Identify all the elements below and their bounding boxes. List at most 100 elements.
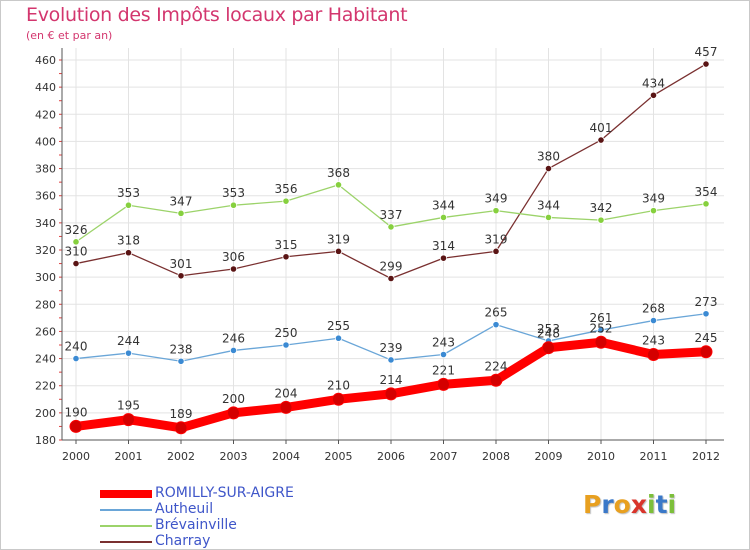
- grid-lines: [62, 48, 724, 441]
- data-point: [229, 265, 238, 273]
- data-label: 319: [327, 232, 350, 246]
- data-label: 210: [327, 378, 350, 392]
- y-tick-label: 360: [35, 190, 56, 203]
- data-label: 195: [117, 399, 140, 413]
- legend-item: Charray: [100, 533, 400, 550]
- data-label: 250: [275, 326, 298, 340]
- legend-swatch: [100, 541, 152, 543]
- y-tick-label: 380: [35, 163, 56, 176]
- data-point: [177, 209, 185, 217]
- data-label: 190: [65, 405, 88, 419]
- data-point: [597, 216, 605, 224]
- y-tick-label: 420: [35, 108, 56, 121]
- data-point: [387, 223, 395, 231]
- data-label: 243: [642, 334, 665, 348]
- legend-item: ROMILLY-SUR-AIGRE: [100, 485, 400, 502]
- y-tick-label: 340: [35, 217, 56, 230]
- y-tick-label: 260: [35, 325, 56, 338]
- axes: 180 200 220 240 260 280 300 320 340 360 380 400 420 4…: [35, 48, 724, 463]
- data-label: 261: [590, 311, 613, 325]
- logo-letter: x: [630, 490, 647, 519]
- data-label: 248: [537, 327, 560, 341]
- data-point: [124, 349, 133, 357]
- data-point: [72, 354, 80, 363]
- y-tick-label: 180: [35, 434, 56, 447]
- data-point: [279, 400, 293, 414]
- data-point: [332, 392, 345, 406]
- data-point: [69, 419, 83, 433]
- data-point: [597, 326, 605, 334]
- data-label: 319: [485, 232, 508, 246]
- logo-letter: t: [655, 490, 668, 519]
- data-label: 268: [642, 302, 665, 316]
- data-point: [227, 406, 240, 420]
- data-point: [334, 334, 343, 342]
- y-tick-label: 440: [35, 81, 56, 94]
- data-point: [492, 207, 500, 215]
- x-tick-label: 2010: [587, 450, 615, 463]
- data-point: [489, 373, 503, 387]
- logo-letter: i: [647, 490, 656, 519]
- data-label: 265: [485, 306, 508, 320]
- data-point: [594, 335, 608, 349]
- data-point: [597, 136, 605, 144]
- y-tick-label: 320: [35, 244, 56, 257]
- data-point: [699, 345, 713, 359]
- y-tick-label: 300: [35, 271, 56, 284]
- x-tick-label: 2007: [430, 450, 458, 463]
- data-point: [124, 201, 133, 209]
- data-label: 246: [222, 331, 245, 345]
- data-label: 353: [222, 186, 245, 200]
- y-tick-label: 220: [35, 380, 56, 393]
- y-tick-label: 200: [35, 407, 56, 420]
- data-point: [542, 341, 555, 355]
- data-point: [387, 274, 395, 283]
- data-point: [649, 207, 658, 215]
- data-label: 318: [117, 234, 140, 248]
- data-point: [282, 197, 290, 205]
- legend-label: Autheuil: [155, 501, 214, 517]
- data-point: [702, 200, 710, 208]
- data-point: [334, 247, 343, 255]
- data-point: [649, 316, 658, 325]
- data-label: 344: [537, 198, 560, 212]
- x-tick-label: 2002: [167, 450, 195, 463]
- data-label: 457: [695, 45, 718, 59]
- data-label: 200: [222, 392, 245, 406]
- data-point: [649, 91, 658, 99]
- data-label: 310: [65, 245, 88, 259]
- data-label: 326: [65, 223, 88, 237]
- data-label: 434: [642, 76, 665, 90]
- plot-area: [62, 48, 724, 440]
- x-tick-label: 2009: [535, 450, 563, 463]
- data-point: [72, 238, 80, 246]
- legend-label: Brévainville: [155, 517, 237, 533]
- data-point: [492, 247, 500, 255]
- x-tick-label: 2008: [482, 450, 510, 463]
- data-label: 356: [275, 182, 298, 196]
- y-tick-label: 400: [35, 135, 56, 148]
- data-point: [439, 254, 448, 262]
- data-label: 221: [432, 363, 455, 377]
- y-tick-label: 280: [35, 298, 56, 311]
- data-label: 238: [170, 342, 193, 356]
- logo-letter: i: [667, 490, 677, 519]
- legend-label: Charray: [155, 533, 211, 549]
- data-label: 368: [327, 166, 350, 180]
- data-point: [122, 413, 135, 427]
- x-tick-label: 2011: [640, 450, 668, 463]
- data-label: 349: [485, 192, 508, 206]
- x-tick-label: 2003: [220, 450, 248, 463]
- x-tick-label: 2000: [62, 450, 90, 463]
- x-tick-label: 2004: [272, 450, 300, 463]
- logo-letter: P: [583, 490, 602, 519]
- data-label: 244: [117, 334, 140, 348]
- data-point: [124, 249, 133, 257]
- data-label: 253: [537, 322, 560, 336]
- data-label: 240: [65, 340, 88, 354]
- data-label: 349: [642, 192, 665, 206]
- logo-letter: o: [613, 490, 631, 519]
- data-point: [544, 213, 553, 222]
- data-point: [647, 348, 660, 361]
